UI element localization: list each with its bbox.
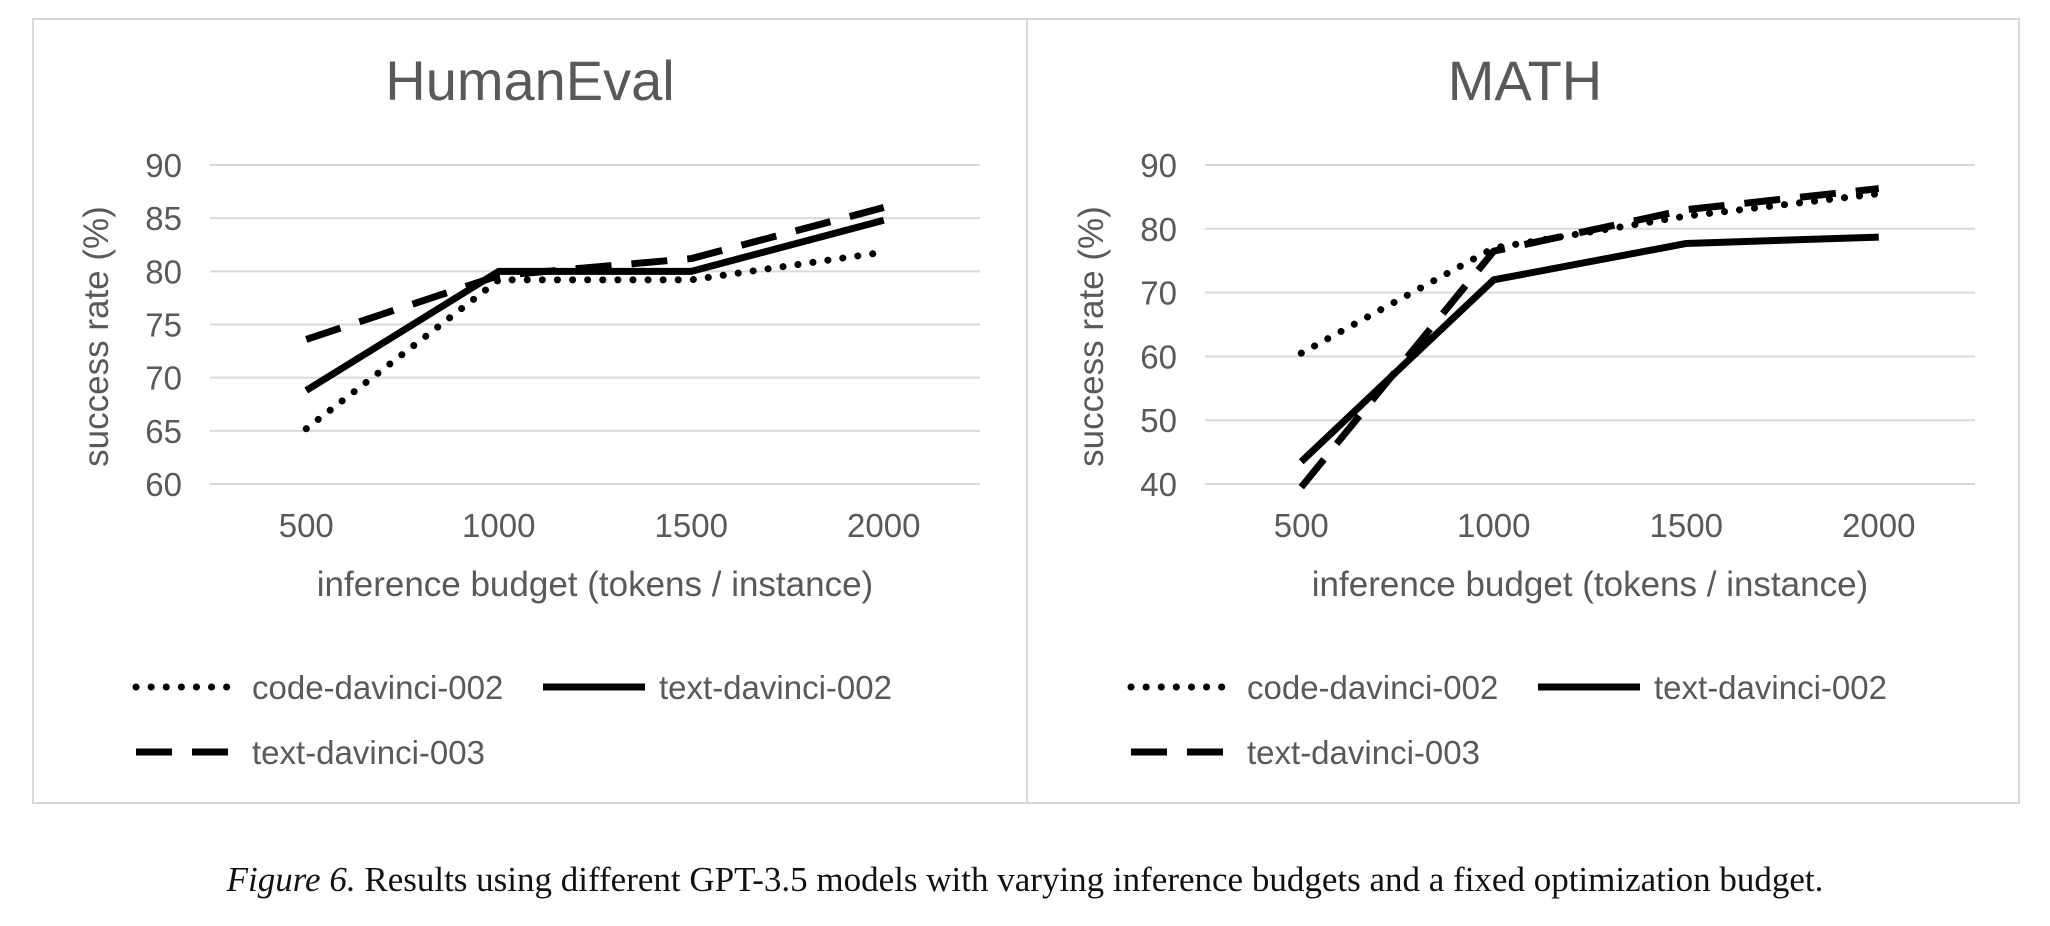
caption-label: Figure 6. [226,860,356,899]
y-tick-label: 70 [1140,275,1177,312]
x-axis-label: inference budget (tokens / instance) [1312,565,1868,604]
y-tick-label: 60 [1140,338,1177,375]
y-tick-label: 90 [145,147,182,184]
figure-caption: Figure 6. Results using different GPT-3.… [0,860,2050,900]
y-tick-label: 75 [145,307,182,344]
series-line-code-davinci-002 [1297,190,1883,357]
series-line-text-davinci-002 [304,216,885,394]
series-line-text-davinci-003 [1298,185,1880,490]
legend-label: text-davinci-002 [659,669,892,706]
chart-title: HumanEval [385,49,674,112]
caption-text: Results using different GPT-3.5 models w… [355,860,1824,899]
y-tick-label: 60 [145,466,182,503]
data-point-code-davinci-002 [883,252,884,253]
x-tick-label: 500 [279,507,334,544]
x-tick-label: 1000 [462,507,535,544]
y-tick-label: 80 [145,253,182,290]
chart-panel-humaneval [32,18,1028,804]
series-line-text-davinci-003 [305,204,885,343]
y-tick-label: 85 [145,200,182,237]
y-tick-label: 65 [145,413,182,450]
legend-label: code-davinci-002 [252,669,503,706]
chart-title: MATH [1448,49,1603,112]
series-line-code-davinci-002 [302,248,888,433]
x-tick-label: 500 [1274,507,1329,544]
chart-math [1127,164,1975,756]
chart-panel-math [1026,18,2020,804]
legend-label: text-davinci-002 [1654,669,1887,706]
y-axis-label: success rate (%) [1072,206,1111,467]
x-tick-label: 1500 [655,507,728,544]
y-tick-label: 40 [1140,466,1177,503]
y-tick-label: 50 [1140,402,1177,439]
data-point-code-davinci-002 [1878,193,1879,194]
y-tick-label: 90 [1140,147,1177,184]
y-tick-label: 80 [1140,211,1177,248]
y-axis-label: success rate (%) [77,206,116,467]
legend-label: text-davinci-003 [252,734,485,771]
y-tick-label: 70 [145,360,182,397]
x-tick-label: 2000 [1842,507,1915,544]
data-point-code-davinci-002 [1686,216,1687,217]
chart-humaneval [132,164,980,756]
x-axis-label: inference budget (tokens / instance) [317,565,873,604]
legend-label: code-davinci-002 [1247,669,1498,706]
data-point-text-davinci-003 [1686,209,1687,210]
series-line-text-davinci-002 [1298,233,1879,465]
x-tick-label: 2000 [847,507,920,544]
legend-label: text-davinci-003 [1247,734,1480,771]
x-tick-label: 1000 [1457,507,1530,544]
x-tick-label: 1500 [1650,507,1723,544]
